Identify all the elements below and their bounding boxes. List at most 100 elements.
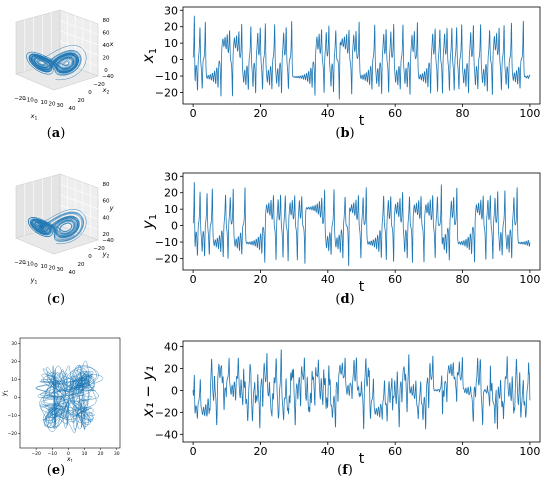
- y-tick-label: −10: [8, 413, 18, 419]
- x-axis-label: x1: [66, 456, 74, 462]
- x-tick-label: 60: [388, 445, 402, 458]
- plot-frame: [182, 172, 541, 271]
- z-tick-label: 20: [103, 232, 110, 238]
- x-tick-label: 100: [519, 107, 540, 120]
- y-tick-label: −20: [93, 246, 105, 252]
- chart-b-x1-timeseries: 0 20 40 60 80 100 −20 −10 0 10 20 30 t x1: [139, 4, 541, 126]
- x-tick-label: 30: [57, 267, 64, 273]
- series-line: [192, 349, 531, 430]
- x-tick-label: 20: [253, 445, 267, 458]
- x-axis-label: x1: [30, 112, 38, 122]
- y-tick-label: 0: [14, 395, 17, 401]
- grid-line: [59, 40, 99, 56]
- attractor-line: [26, 45, 87, 81]
- y-tick-label: −40: [155, 428, 178, 441]
- y-tick-label: 30: [164, 4, 178, 17]
- panel-label-c: (c): [46, 292, 66, 307]
- z-axis-label: y3: [109, 204, 114, 214]
- x-axis-label: t: [359, 279, 365, 292]
- attractor-line: [27, 209, 87, 245]
- y-axis-label: x1: [139, 48, 159, 64]
- grid-line: [59, 204, 99, 220]
- x-axis-label: y1: [30, 276, 38, 286]
- y-tick-label: −20: [155, 406, 178, 419]
- x-tick-label: 10: [82, 451, 88, 457]
- x-tick-label: 0: [67, 451, 70, 457]
- plot-frame: [182, 6, 541, 105]
- y-tick-label: 40: [69, 106, 76, 112]
- y-tick-label: −40: [102, 238, 114, 244]
- chart-d-y1-timeseries: 0 20 40 60 80 100 −20 −10 0 10 20 30 t y1: [139, 170, 541, 292]
- x-tick-label: 20: [253, 107, 267, 120]
- z-tick-label: 80: [103, 182, 110, 188]
- x-axis-label: t: [359, 451, 365, 464]
- z-tick-label: 60: [103, 31, 110, 37]
- x-tick-label: 30: [57, 103, 64, 109]
- x-tick-label: −20: [14, 260, 26, 266]
- y-tick-label: −10: [155, 236, 178, 249]
- y-tick-label: 20: [164, 21, 178, 34]
- y-tick-label: 30: [164, 170, 178, 183]
- x-tick-label: −10: [22, 261, 34, 267]
- x-tick-label: 80: [456, 273, 470, 286]
- panel-label-f: (f): [337, 463, 353, 478]
- y-tick-label: 20: [164, 187, 178, 200]
- x-tick-label: 40: [321, 107, 335, 120]
- y-tick-label: 0: [171, 220, 178, 233]
- y-axis-label: y1: [139, 214, 159, 230]
- x-tick-label: 60: [388, 107, 402, 120]
- series-line: [192, 182, 531, 267]
- x-tick-label: 0: [190, 273, 197, 286]
- y-tick-label: 0: [171, 384, 178, 397]
- x-tick-label: 40: [321, 445, 335, 458]
- y-tick-label: 40: [69, 270, 76, 276]
- chart-e-phase-plot: −20 −10 0 10 20 30 −20 −10 0 10 20 30 x1 y1: [1, 337, 121, 462]
- y-tick-label: 0: [171, 54, 178, 67]
- y-tick-label: −20: [155, 252, 178, 265]
- grid-line: [59, 184, 99, 199]
- plot-frame: [182, 340, 541, 443]
- x-tick-label: 80: [456, 445, 470, 458]
- y-tick-label: 20: [78, 98, 85, 104]
- y-tick-label: 10: [164, 37, 178, 50]
- grid-line: [59, 20, 99, 35]
- x-tick-label: 10: [41, 100, 48, 106]
- z-tick-label: 20: [103, 56, 110, 62]
- y-tick-label: −20: [93, 82, 105, 88]
- y-axis-label: x2: [102, 86, 110, 96]
- z-tick-label: 0: [104, 68, 108, 74]
- grid-line: [59, 194, 99, 210]
- y-tick-label: −10: [155, 70, 178, 83]
- x-tick-label: 10: [41, 264, 48, 270]
- x-tick-label: 100: [519, 273, 540, 286]
- panel-label-d: (d): [335, 292, 355, 307]
- z-axis-label: x3: [109, 40, 114, 50]
- x-tick-label: −10: [48, 451, 58, 457]
- x-tick-label: −20: [14, 96, 26, 102]
- y-tick-label: 30: [11, 341, 17, 347]
- y-tick-label: 20: [164, 362, 178, 375]
- y-tick-label: 0: [88, 90, 92, 96]
- chart-f-error-timeseries: 0 20 40 60 80 100 −40 −20 0 20 40 t x₁ − y₁: [139, 340, 541, 464]
- x-tick-label: 80: [456, 107, 470, 120]
- z-tick-label: 60: [103, 199, 110, 205]
- y-tick-label: 20: [11, 359, 17, 365]
- x-tick-label: 30: [114, 451, 120, 457]
- x-tick-label: 0: [34, 99, 38, 105]
- y-tick-label: −40: [102, 74, 114, 80]
- y-tick-label: 0: [88, 254, 92, 260]
- y-tick-label: 40: [164, 340, 178, 353]
- y-axis-label: x₁ − y₁: [139, 366, 157, 419]
- y-tick-label: −20: [8, 431, 18, 437]
- y-tick-label: 10: [164, 203, 178, 216]
- y-tick-label: 20: [78, 262, 85, 268]
- y-axis-label: y2: [102, 250, 110, 260]
- x-tick-label: 60: [388, 273, 402, 286]
- phase-trajectory: [35, 360, 104, 434]
- x-tick-label: 100: [519, 445, 540, 458]
- y-axis-label: y1: [1, 389, 8, 397]
- y-tick-label: 10: [11, 377, 17, 383]
